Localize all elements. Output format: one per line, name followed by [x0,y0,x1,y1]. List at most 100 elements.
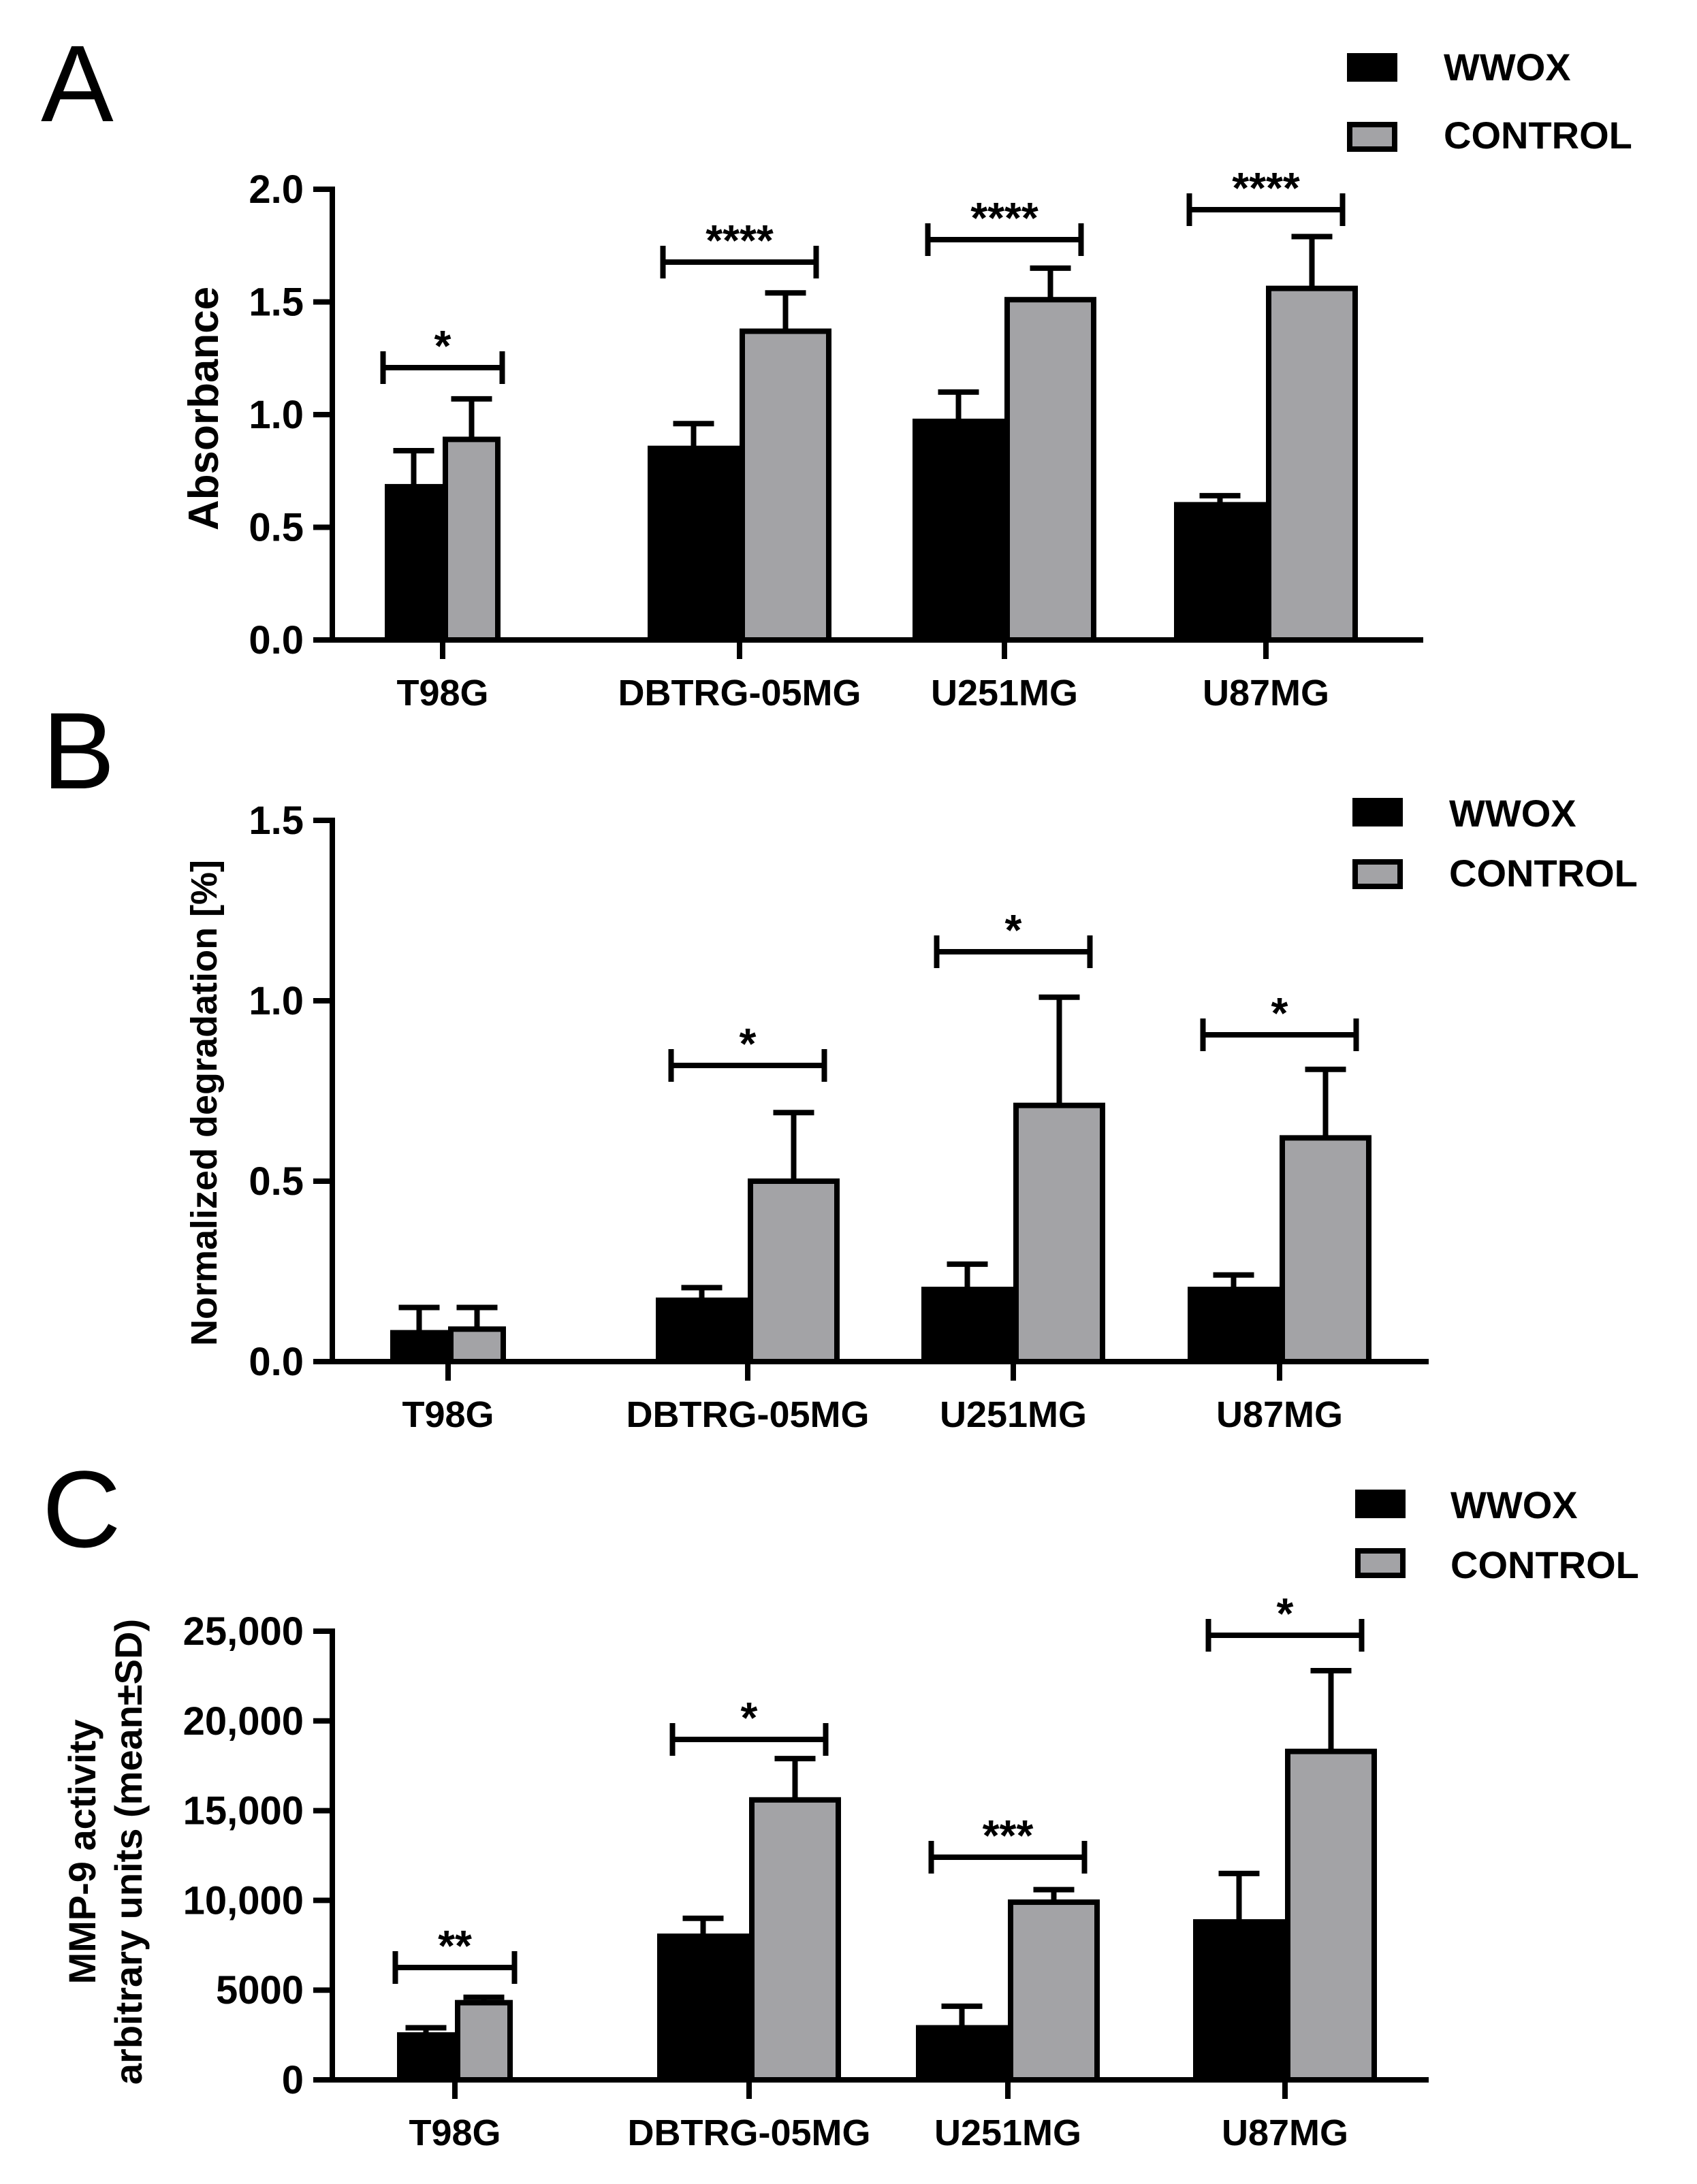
plot-area [313,1619,1429,2099]
y-tick-label: 0.0 [249,1340,304,1384]
bar-wwox [385,483,443,643]
panel-letter-a: A [41,22,114,144]
bar-control [1004,297,1096,643]
x-tick-label: U251MG [931,673,1078,713]
x-tick-label: T98G [409,2113,501,2153]
x-tick-label: U251MG [940,1394,1087,1435]
y-axis-label: Absorbance [180,287,227,530]
legend-swatch-wwox [1352,798,1403,826]
significance-label: * [1271,989,1288,1038]
bar-wwox [656,1297,748,1365]
bar-control [1266,285,1358,643]
significance-label: **** [1232,163,1300,212]
y-tick-label: 5000 [216,1968,304,2012]
x-tick-label: DBTRG-05MG [626,1394,869,1435]
significance-label: **** [970,193,1038,242]
bar-wwox [648,445,740,643]
y-axis: 0.0 0.5 1.0 1.5 2.0 [249,167,304,662]
legend-swatch-wwox [1355,1490,1406,1518]
bar-control [1285,1748,1377,2083]
x-tick-label: T98G [402,1394,494,1435]
significance-label: **** [705,216,774,265]
bar-control [740,328,831,643]
bar-control [1008,1899,1100,2083]
bar-wwox [913,418,1004,643]
bar-control [748,1178,840,1364]
legend-label-control: CONTROL [1450,1543,1639,1586]
x-axis: T98G DBTRG-05MG U251MG U87MG [409,2113,1348,2153]
bar-wwox [1188,1287,1280,1364]
plot-area [313,818,1429,1381]
significance-label: * [1005,905,1022,954]
y-tick-label: 0.5 [249,506,304,550]
legend-swatch-control [1347,122,1397,152]
x-axis: T98G DBTRG-05MG U251MG U87MG [396,673,1329,713]
legend-label-wwox: WWOX [1450,1483,1578,1526]
y-tick-label: 20,000 [183,1699,304,1744]
y-tick-label: 1.5 [249,799,304,843]
bar-wwox [916,2025,1008,2083]
panel-a: A WWOX CONTROL Absorbance 0.0 0.5 1.0 1.… [41,22,1632,713]
bar-control [448,1326,506,1365]
x-tick-label: T98G [396,673,488,713]
x-tick-label: U87MG [1222,2113,1348,2153]
x-tick-label: U251MG [934,2113,1081,2153]
panel-letter-c: C [42,1448,121,1570]
y-tick-label: 0 [282,2058,304,2102]
bar-wwox [1174,502,1266,643]
legend: WWOX CONTROL [1355,1483,1639,1586]
bar-wwox [397,2032,455,2083]
legend: WWOX CONTROL [1352,792,1638,895]
y-tick-label: 0.5 [249,1159,304,1204]
legend-swatch-control [1352,859,1403,889]
y-axis-label: MMP-9 activity [61,1720,104,1985]
bar-control [455,2000,513,2083]
legend-swatch-control [1355,1548,1406,1578]
significance-annotations: ** * *** * [438,1589,1293,1970]
y-axis-label-units: arbitrary units (mean±SD) [107,1619,150,2085]
bar-wwox [390,1330,448,1364]
legend-swatch-wwox [1347,53,1397,82]
legend-label-control: CONTROL [1444,114,1632,157]
x-axis: T98G DBTRG-05MG U251MG U87MG [402,1394,1343,1435]
legend-label-wwox: WWOX [1449,792,1576,835]
y-tick-label: 25,000 [183,1609,304,1654]
bar-wwox [657,1933,749,2083]
bar-wwox [921,1287,1013,1364]
bar-wwox [1193,1919,1285,2083]
x-tick-label: U87MG [1216,1394,1343,1435]
bar-control [1013,1102,1105,1364]
y-tick-label: 1.5 [249,280,304,325]
significance-label: * [740,1019,757,1068]
significance-label: * [434,321,451,370]
significance-annotations: * **** **** **** [434,163,1300,370]
y-tick-label: 1.0 [249,393,304,437]
x-tick-label: DBTRG-05MG [627,2113,870,2153]
y-tick-label: 15,000 [183,1789,304,1833]
panel-letter-b: B [42,690,115,812]
y-axis: 0.0 0.5 1.0 1.5 [249,799,304,1384]
panel-b: B WWOX CONTROL Normalized degradation [%… [42,690,1638,1435]
bar-control [749,1797,841,2083]
plot-area [313,187,1423,659]
y-tick-label: 2.0 [249,167,304,212]
y-axis-label: Normalized degradation [%] [184,860,225,1346]
significance-label: *** [983,1811,1034,1860]
x-tick-label: U87MG [1203,673,1329,713]
significance-label: ** [438,1921,472,1970]
panel-c: C WWOX CONTROL MMP-9 activity arbitrary … [42,1448,1639,2153]
y-tick-label: 0.0 [249,618,304,662]
bar-control [1280,1135,1371,1365]
legend: WWOX CONTROL [1347,46,1632,157]
y-axis: 0 5000 10,000 15,000 20,000 25,000 [183,1609,304,2102]
significance-label: * [1277,1589,1294,1638]
y-tick-label: 10,000 [183,1878,304,1923]
significance-annotations: * * * [740,905,1288,1068]
legend-label-control: CONTROL [1449,852,1638,895]
significance-label: * [741,1693,758,1742]
bar-control [443,436,501,643]
legend-label-wwox: WWOX [1444,46,1571,89]
x-tick-label: DBTRG-05MG [618,673,861,713]
y-tick-label: 1.0 [249,979,304,1023]
